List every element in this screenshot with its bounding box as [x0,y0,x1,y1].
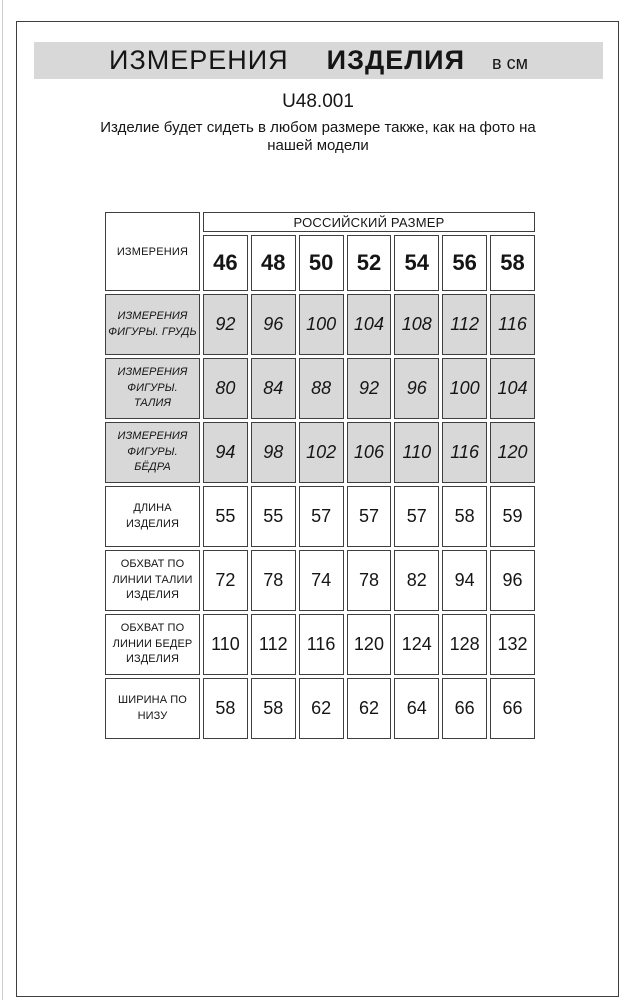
fit-note-line1: Изделие будет сидеть в любом размере так… [100,119,536,136]
cell-value: 58 [250,678,296,739]
cell-value: 92 [203,294,248,355]
table-row-item-waist-girth: ОБХВАТ ПО ЛИНИИ ТАЛИИ ИЗДЕЛИЯ 72 78 74 7… [105,550,535,611]
cell-value: 128 [442,614,488,675]
size-col-header: 54 [394,235,440,291]
cell-value: 57 [346,486,392,547]
cell-value: 74 [298,550,344,611]
size-col-header: 50 [298,235,344,291]
row-label: ОБХВАТ ПО ЛИНИИ ТАЛИИ ИЗДЕЛИЯ [105,550,200,611]
size-col-header: 58 [490,235,535,291]
row-label: ШИРИНА ПО НИЗУ [105,678,200,739]
cell-value: 96 [394,358,440,419]
cell-value: 62 [298,678,344,739]
cell-value: 104 [490,358,535,419]
cell-value: 78 [250,550,296,611]
page-edge-line [2,0,3,1000]
size-col-header: 48 [250,235,296,291]
cell-value: 72 [203,550,248,611]
group-header-row: ИЗМЕРЕНИЯ РОССИЙСКИЙ РАЗМЕР [105,212,535,291]
cell-value: 102 [298,422,344,483]
table-row-bottom-width: ШИРИНА ПО НИЗУ 58 58 62 62 64 66 66 [105,678,535,739]
cell-value: 82 [394,550,440,611]
table-row-figure-hips: ИЗМЕРЕНИЯ ФИГУРЫ. БЁДРА 94 98 102 106 11… [105,422,535,483]
cell-value: 66 [442,678,488,739]
page-title: ИЗМЕРЕНИЯ ИЗДЕЛИЯ в см [34,42,603,79]
cell-value: 100 [442,358,488,419]
cell-value: 98 [250,422,296,483]
row-label: ДЛИНА ИЗДЕЛИЯ [105,486,200,547]
cell-value: 116 [298,614,344,675]
size-table: ИЗМЕРЕНИЯ РОССИЙСКИЙ РАЗМЕР 46 48 50 52 … [102,209,538,742]
cell-value: 62 [346,678,392,739]
cell-value: 124 [394,614,440,675]
cell-value: 94 [203,422,248,483]
fit-note-line2: нашей модели [267,137,369,154]
cell-value: 110 [394,422,440,483]
page-border [16,21,619,997]
cell-value: 92 [346,358,392,419]
cell-value: 96 [250,294,296,355]
corner-header: ИЗМЕРЕНИЯ [105,212,200,291]
cell-value: 58 [203,678,248,739]
cell-value: 78 [346,550,392,611]
table-row-figure-waist: ИЗМЕРЕНИЯ ФИГУРЫ. ТАЛИЯ 80 84 88 92 96 1… [105,358,535,419]
cell-value: 80 [203,358,248,419]
cell-value: 94 [442,550,488,611]
cell-value: 57 [298,486,344,547]
cell-value: 116 [442,422,488,483]
cell-value: 120 [490,422,535,483]
title-product-word: ИЗДЕЛИЯ [326,45,465,75]
cell-value: 112 [442,294,488,355]
cell-value: 59 [490,486,535,547]
product-code: U48.001 [282,91,354,112]
size-col-header: 56 [442,235,488,291]
row-label: ОБХВАТ ПО ЛИНИИ БЕДЕР ИЗДЕЛИЯ [105,614,200,675]
group-header: РОССИЙСКИЙ РАЗМЕР [203,212,535,232]
size-col-header: 46 [203,235,248,291]
cell-value: 104 [346,294,392,355]
cell-value: 64 [394,678,440,739]
row-label: ИЗМЕРЕНИЯ ФИГУРЫ. ГРУДЬ [105,294,200,355]
table-row-figure-chest: ИЗМЕРЕНИЯ ФИГУРЫ. ГРУДЬ 92 96 100 104 10… [105,294,535,355]
cell-value: 55 [250,486,296,547]
cell-value: 88 [298,358,344,419]
cell-value: 108 [394,294,440,355]
title-measurements: ИЗМЕРЕНИЯ [109,45,289,75]
cell-value: 84 [250,358,296,419]
cell-value: 55 [203,486,248,547]
cell-value: 116 [490,294,535,355]
cell-value: 57 [394,486,440,547]
size-header-row: 46 48 50 52 54 56 58 [105,235,535,291]
row-label: ИЗМЕРЕНИЯ ФИГУРЫ. БЁДРА [105,422,200,483]
cell-value: 112 [250,614,296,675]
cell-value: 58 [442,486,488,547]
table-row-item-hip-girth: ОБХВАТ ПО ЛИНИИ БЕДЕР ИЗДЕЛИЯ 110 112 11… [105,614,535,675]
size-col-header: 52 [346,235,392,291]
cell-value: 106 [346,422,392,483]
cell-value: 110 [203,614,248,675]
table-row-item-length: ДЛИНА ИЗДЕЛИЯ 55 55 57 57 57 58 59 [105,486,535,547]
cell-value: 96 [490,550,535,611]
cell-value: 132 [490,614,535,675]
row-label: ИЗМЕРЕНИЯ ФИГУРЫ. ТАЛИЯ [105,358,200,419]
fit-note: Изделие будет сидеть в любом размере так… [0,119,636,155]
cell-value: 100 [298,294,344,355]
title-unit: в см [492,53,528,73]
cell-value: 120 [346,614,392,675]
cell-value: 66 [490,678,535,739]
